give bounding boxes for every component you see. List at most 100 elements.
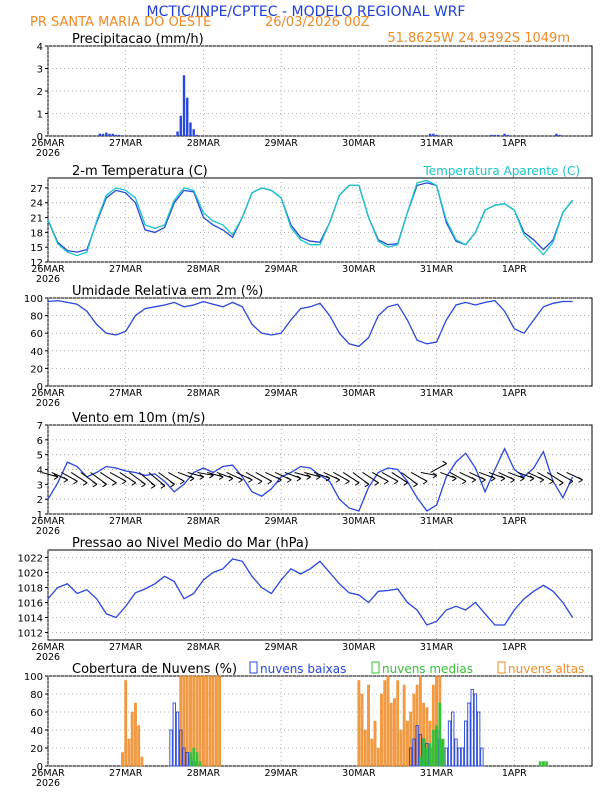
precip-bar [490,134,493,136]
cloud-bar-nuvens-medias [422,738,426,767]
precip-bar [118,134,121,136]
wind-arrow-head [520,477,525,482]
precip-bar [555,133,558,136]
cloud-bar-nuvens-medias [425,747,429,767]
precip-bar [182,75,186,136]
x-tick-label: 27MAR [109,516,143,527]
y-tick-label: 20 [30,364,43,375]
wind-arrow-head [277,479,282,483]
wind-arrow-head [53,476,59,480]
x-tick-label: 27MAR [109,768,143,779]
wind-arrow-head [189,475,195,479]
cloud-bar-nuvens-altas [121,752,124,767]
cloud-bar-nuvens-altas [383,680,387,767]
wind-arrow [313,471,331,479]
wind-arrow-head [364,481,370,485]
wind-arrow-head [529,475,535,479]
x-tick-label: 28MAR [187,516,221,527]
y-tick-label: 15 [30,243,43,254]
y-tick-label: 21 [30,214,43,225]
x-tick-label: 1APR [502,642,527,653]
x-tick-label: 30MAR [342,264,376,275]
x-tick-label: 26MAR [31,516,65,527]
wind-arrow [187,471,204,478]
wind-arrow-head [384,478,389,482]
y-tick-label: 3 [37,480,43,491]
wind-arrow-head [180,478,185,482]
precip-bar [108,133,111,136]
cloud-bar-nuvens-altas [396,680,400,767]
x-tick-label: 26MAR [31,264,65,275]
x-tick-label: 26MAR [31,768,65,779]
y-tick-label: 0 [37,762,43,773]
y-tick-label: 60 [30,329,43,340]
wind-arrow-head [160,482,166,487]
x-tick-label: 29MAR [264,388,298,399]
y-tick-label: 2 [37,87,43,98]
cloud-bar-nuvens-baixas [451,711,455,767]
wind-arrow-head [150,482,156,487]
cloud-legend-label: nuvens medias [382,662,473,676]
cloud-bar-nuvens-medias [189,752,192,767]
cloud-bar-nuvens-altas [124,680,128,767]
cloud-bar-nuvens-baixas [464,720,468,767]
x-tick-label: 27MAR [109,264,143,275]
wind-arrow-head [481,476,486,481]
cloud-bar-nuvens-medias [438,702,442,767]
wind-arrow-head [568,478,574,482]
cloud-bar-nuvens-altas [389,702,393,767]
cloud-bar-nuvens-altas [218,675,222,767]
wind-arrow-head [92,481,98,485]
precip-bar [192,129,195,136]
x-tick-label: 28MAR [187,388,221,399]
wind-arrow-head [432,475,438,479]
wind-speed-line [47,447,574,512]
x-year-label: 2026 [36,526,60,537]
y-tick-label: 1022 [18,554,43,565]
wind-arrow-head [558,479,564,484]
y-tick-label: 1 [37,510,43,521]
cloud-bar-nuvens-baixas [454,738,458,767]
precip-title: Precipitacao (mm/h) [72,32,204,47]
y-tick-label: 100 [24,294,43,305]
y-tick-label: 100 [24,672,43,683]
wind-arrow-head [432,472,438,476]
y-tick-label: 3 [37,65,43,76]
cloud-bar-nuvens-baixas [460,747,465,767]
cloud-bar-nuvens-altas [406,720,409,767]
cloud-bar-nuvens-medias [435,725,438,767]
cloud-bar-nuvens-baixas [470,689,474,767]
wind-arrow-head [471,479,476,483]
wind-arrow-head [393,478,399,482]
wind-arrow-head [180,480,185,485]
cloud-bar-nuvens-medias [545,761,549,767]
coords-label: 51.8625W 24.9392S 1049m [387,31,570,46]
wind-arrow [207,471,224,478]
cloud-bar-nuvens-altas [373,720,377,767]
cloud-bar-nuvens-altas [202,675,205,767]
wind-arrow-head [578,476,583,481]
wind-arrow-head [199,473,204,478]
wind-arrow-head [374,479,379,484]
cloud-legend-label: nuvens altas [508,662,584,676]
precip-bar [432,133,435,136]
wind-arrow-head [413,481,418,485]
wind-arrow-head [82,479,88,484]
x-tick-label: 29MAR [264,516,298,527]
cloud-bar-nuvens-altas [208,675,212,767]
y-tick-label: 0 [37,382,43,393]
wind-arrow-head [452,475,457,479]
cloud-bar-nuvens-altas [386,675,390,767]
wind-arrow-head [82,482,88,486]
cloud-bar-nuvens-medias [538,761,542,767]
wind-arrow-head [53,473,59,478]
x-tick-label: 1APR [502,264,527,275]
cloud-bar-nuvens-altas [363,729,367,767]
chart-header: MCTIC/INPE/CPTEC - MODELO REGIONAL WRF P… [30,4,570,46]
run-label: 26/03/2026 00Z [265,15,370,30]
y-tick-label: 1016 [18,599,43,610]
wind-arrow-head [228,477,234,482]
wind-arrow-head [345,480,350,485]
x-year-label: 2026 [36,778,60,789]
